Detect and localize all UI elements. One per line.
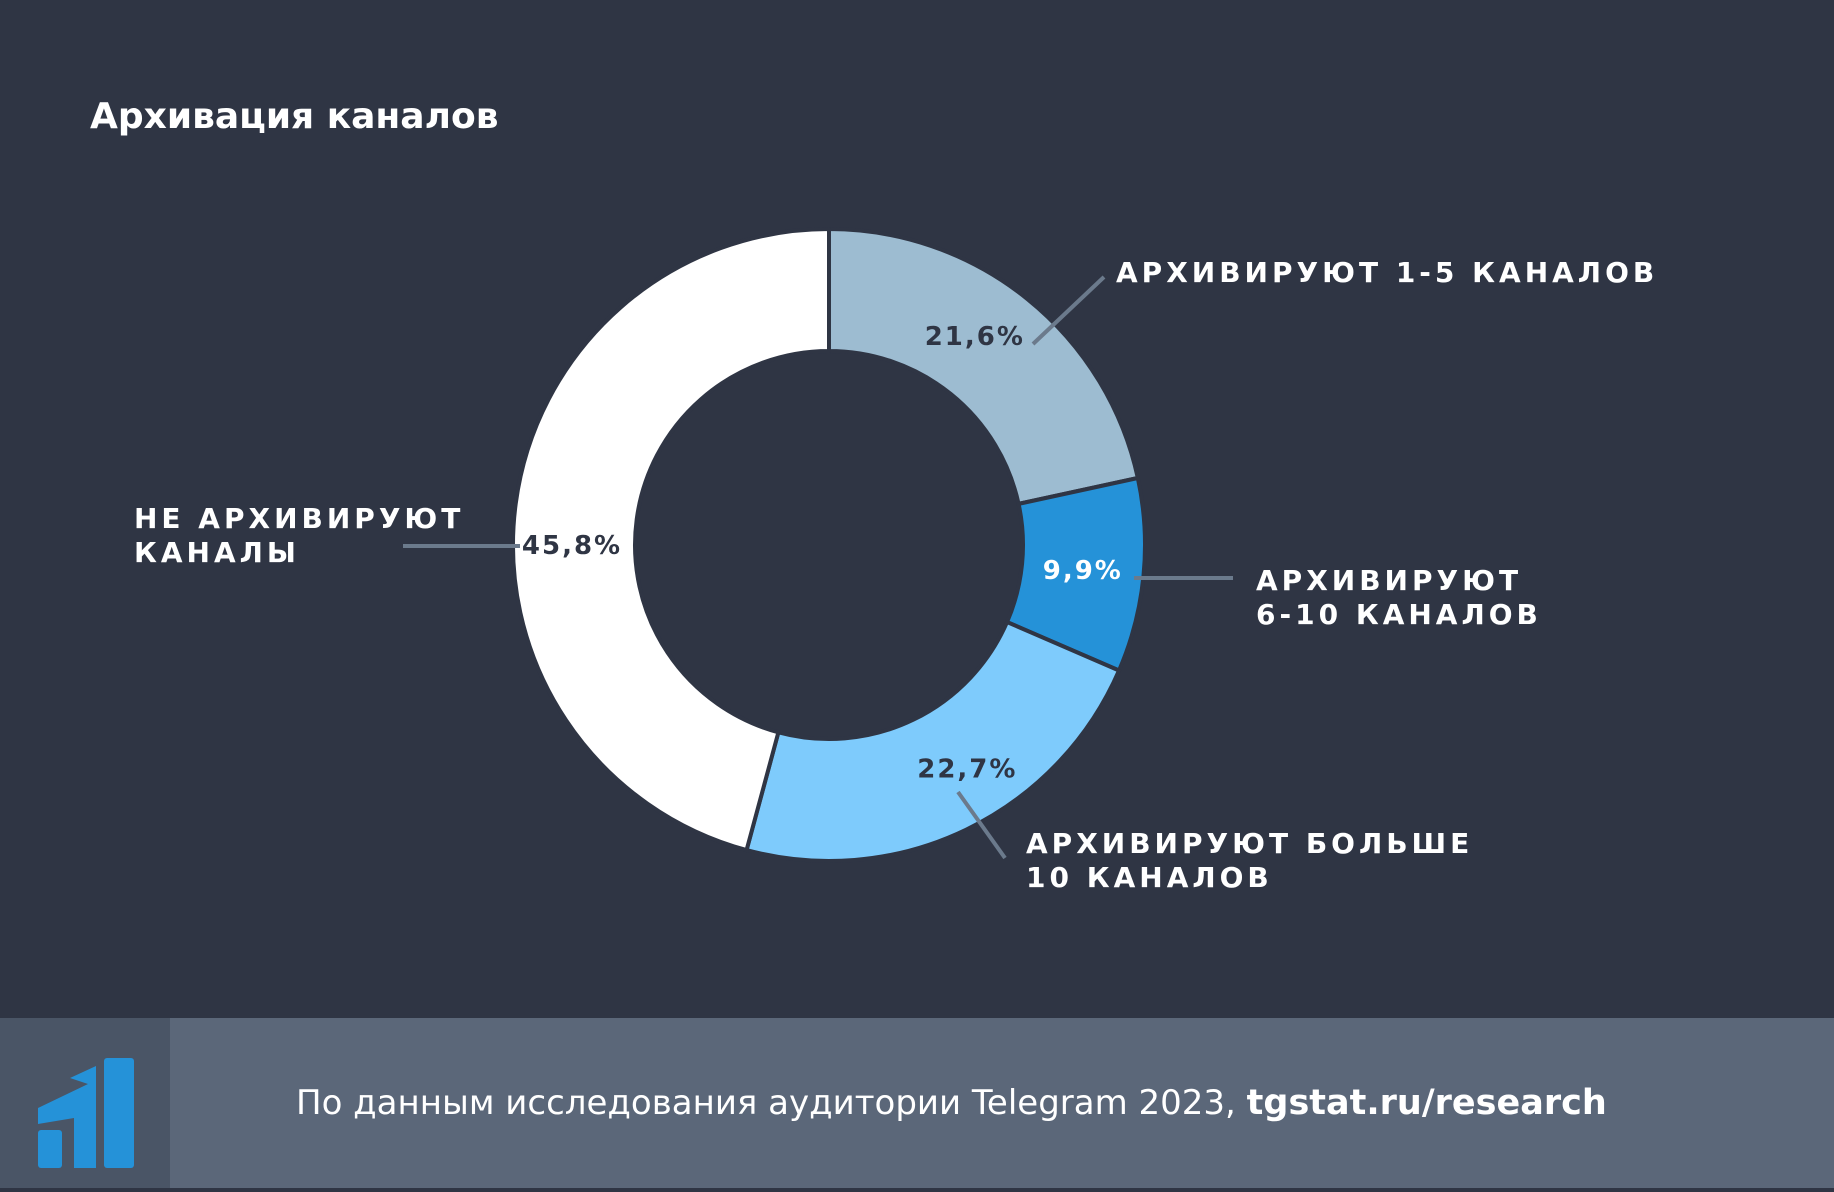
donut-chart: 21,6% 9,9% 22,7% 45,8% АРХИВИРУЮТ 1-5 КАНАЛ… [134,227,1658,894]
chart-title: Архивация каналов [90,96,499,137]
tgstat-logo [0,1018,170,1188]
slice-4 [511,227,831,853]
leader-line-1 [1031,275,1106,346]
value-label-2: 9,9% [1043,556,1123,586]
leader-lines [403,275,1233,860]
category-label-4: НЕ АРХИВИРУЮТ КАНАЛЫ [134,502,464,569]
leader-line-3 [956,790,1007,860]
category-label-2: АРХИВИРУЮТ 6-10 КАНАЛОВ [1256,564,1542,631]
donut-slices [511,227,1147,863]
footer-source-link[interactable]: tgstat.ru/research [1246,1083,1607,1123]
value-label-3: 22,7% [917,755,1017,785]
category-label-1: АРХИВИРУЮТ 1-5 КАНАЛОВ [1116,256,1658,289]
value-labels: 21,6% 9,9% 22,7% 45,8% [522,322,1123,785]
value-label-1: 21,6% [925,322,1025,352]
value-label-4: 45,8% [522,531,622,561]
category-label-3: АРХИВИРУЮТ БОЛЬШЕ 10 КАНАЛОВ [1026,827,1473,894]
footer-source-text: По данным исследования аудитории Telegra… [296,1083,1247,1123]
slice-1 [827,227,1140,506]
category-labels: АРХИВИРУЮТ 1-5 КАНАЛОВ АРХИВИРУЮТ 6-10 КАН… [134,256,1658,894]
footer-source: По данным исследования аудитории Telegra… [296,1018,1607,1188]
slice-3 [744,620,1122,863]
footer: По данным исследования аудитории Telegra… [0,1018,1834,1188]
tgstat-logo-icon [38,1058,134,1168]
